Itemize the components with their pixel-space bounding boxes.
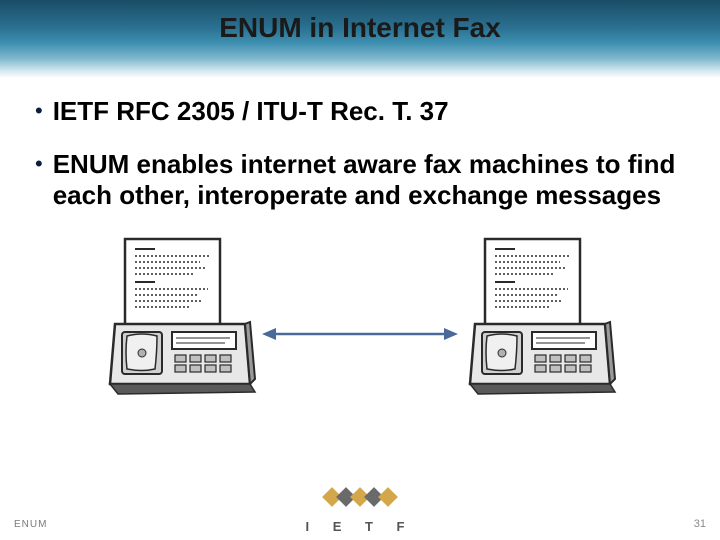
slide-title: ENUM in Internet Fax	[219, 12, 501, 44]
ietf-logo-icon: I E T F	[300, 486, 420, 534]
header-band: ENUM in Internet Fax	[0, 0, 720, 78]
bullet-text: ENUM enables internet aware fax machines…	[53, 149, 685, 211]
fax-machine-left-icon	[100, 234, 260, 399]
bullet-item: • ENUM enables internet aware fax machin…	[35, 149, 685, 211]
double-arrow-icon	[260, 319, 460, 349]
page-number: 31	[694, 518, 706, 530]
content-area: • IETF RFC 2305 / ITU-T Rec. T. 37 • ENU…	[0, 78, 720, 399]
bullet-text: IETF RFC 2305 / ITU-T Rec. T. 37	[53, 96, 449, 127]
fax-diagram	[35, 234, 685, 399]
bullet-marker: •	[35, 98, 43, 124]
bullet-item: • IETF RFC 2305 / ITU-T Rec. T. 37	[35, 96, 685, 127]
footer-label: ENUM	[14, 519, 47, 530]
ietf-logo-text: I E T F	[300, 519, 420, 534]
fax-machine-right-icon	[460, 234, 620, 399]
bullet-marker: •	[35, 151, 43, 177]
